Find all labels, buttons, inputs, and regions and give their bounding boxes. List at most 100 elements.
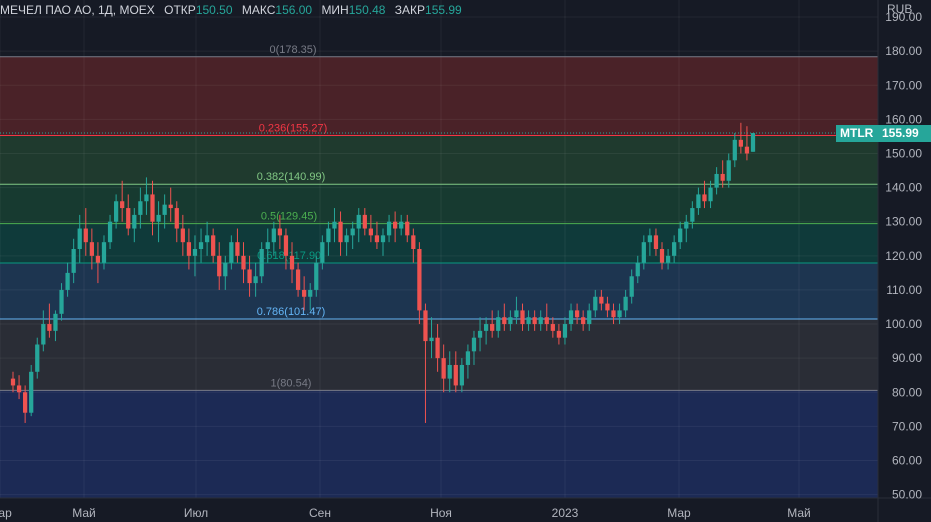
candle-body <box>271 228 276 243</box>
x-tick-label: Июл <box>184 506 208 520</box>
candle-body <box>192 249 198 256</box>
legend-close-value: 155.99 <box>425 3 462 17</box>
legend-open-label: ОТКР <box>164 3 196 17</box>
legend-symbol: МЕЧЕЛ ПАО АО, 1Д, MOEX <box>0 3 155 17</box>
candle-body <box>423 310 428 342</box>
candle-body <box>738 139 743 147</box>
candle-body <box>113 201 119 222</box>
fib-zone <box>0 135 878 185</box>
candle-body <box>641 242 646 263</box>
y-tick-label: 150.00 <box>885 146 922 160</box>
candle-body <box>71 249 76 273</box>
candle-body <box>526 317 531 325</box>
candle-body <box>180 228 185 243</box>
fib-label: 1(80.54) <box>271 377 312 389</box>
candle-body <box>411 235 416 249</box>
candle-body <box>23 392 28 413</box>
legend-close-label: ЗАКР <box>394 3 426 17</box>
fib-label: 0.236(155.27) <box>259 123 328 135</box>
fib-label: 0.5(129.45) <box>261 211 317 223</box>
legend-low-label: МИН <box>321 3 349 17</box>
candle-body <box>35 344 40 372</box>
candle-body <box>229 242 234 263</box>
y-tick-label: 130.00 <box>885 215 922 229</box>
candle-body <box>496 317 501 331</box>
candle-body <box>629 276 634 297</box>
candle-body <box>283 235 289 256</box>
x-tick-label: Май <box>72 506 96 520</box>
candle-body <box>471 337 477 352</box>
candle-body <box>465 351 471 365</box>
candle-body <box>417 249 422 311</box>
candle-body <box>83 228 88 243</box>
candle-body <box>405 221 410 236</box>
candle-body <box>502 317 507 325</box>
candle-body <box>593 296 598 311</box>
candle-body <box>277 228 283 236</box>
candle-body <box>732 139 737 161</box>
candle-body <box>605 303 610 311</box>
candle-body <box>562 324 568 338</box>
candle-body <box>47 324 52 331</box>
fib-label: 0.382(140.99) <box>257 171 326 183</box>
candle-body <box>750 133 756 152</box>
x-tick-label: Мар <box>0 506 12 520</box>
candle-body <box>338 221 343 243</box>
x-tick-label: Ноя <box>430 506 452 520</box>
candle-body <box>308 289 313 297</box>
y-tick-label: 170.00 <box>885 78 922 92</box>
candle-body <box>41 324 46 345</box>
candle-body <box>211 235 216 256</box>
fib-zone <box>0 56 878 136</box>
candle-body <box>89 242 94 256</box>
candle-body <box>696 194 701 209</box>
candle-body <box>259 249 264 277</box>
candle-body <box>265 242 270 249</box>
y-tick-label: 180.00 <box>885 44 922 58</box>
candle-body <box>120 201 125 209</box>
candle-body <box>138 201 143 215</box>
candle-body <box>198 242 204 249</box>
candle-body <box>289 255 295 270</box>
candle-body <box>708 187 713 202</box>
candle-body <box>568 310 574 325</box>
x-tick-label: Мар <box>667 506 691 520</box>
legend-open-value: 150.50 <box>195 3 233 17</box>
candle-body <box>744 146 750 154</box>
candle-body <box>690 208 695 222</box>
candle-body <box>223 262 228 277</box>
candle-body <box>186 242 192 256</box>
candle-body <box>714 173 719 188</box>
y-tick-label: 50.00 <box>892 488 922 502</box>
candle-body <box>435 337 440 359</box>
candle-body <box>132 214 137 229</box>
candle-body <box>556 330 562 338</box>
candle-body <box>356 214 361 229</box>
candle-body <box>174 208 179 229</box>
candle-body <box>623 296 628 311</box>
x-tick-label: 2023 <box>552 506 579 520</box>
y-tick-label: 120.00 <box>885 249 922 263</box>
y-tick-label: 190.00 <box>885 10 922 24</box>
candle-body <box>726 160 731 181</box>
candle-body <box>477 330 483 338</box>
candle-body <box>653 235 659 249</box>
candle-body <box>314 262 319 290</box>
candle-body <box>204 235 210 243</box>
candle-body <box>126 208 131 229</box>
legend-low-value: 150.48 <box>348 3 386 17</box>
fib-zone-lower <box>0 390 878 498</box>
candle-body <box>611 310 616 318</box>
candle-body <box>665 255 671 263</box>
candle-body <box>162 204 167 215</box>
candle-body <box>332 221 337 229</box>
candle-body <box>544 317 549 325</box>
candle-body <box>659 249 665 263</box>
candle-body <box>550 324 555 331</box>
candle-body <box>150 194 155 222</box>
candle-body <box>538 317 543 325</box>
candle-body <box>647 235 653 243</box>
candle-body <box>441 358 446 379</box>
candle-body <box>429 337 434 342</box>
